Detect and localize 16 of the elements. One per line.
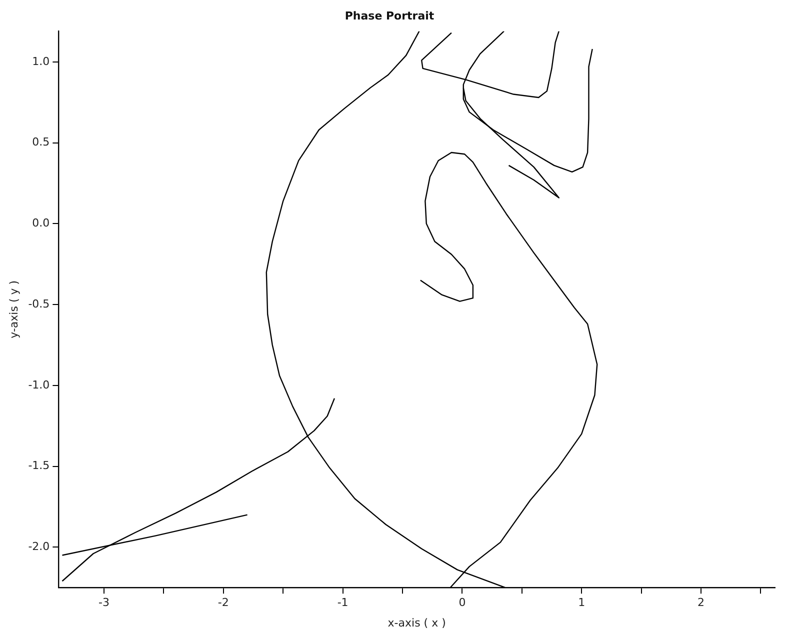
y-tick-label: -0.5 [28,297,50,310]
x-tick-label: 0 [458,596,466,610]
x-tick-label: -1 [337,596,348,610]
x-tick-label: 2 [697,596,704,610]
x-tick-label: -2 [218,596,229,610]
x-tick-label: 1 [578,596,586,610]
x-axis-title: x-axis ( x ) [388,616,446,630]
y-tick-label: -2.0 [28,540,50,554]
chart-title: Phase Portrait [344,9,434,22]
y-tick-label: 0.5 [32,136,50,149]
x-tick-label: -3 [98,596,110,610]
y-tick-label: 0.0 [32,216,50,230]
y-tick-label: 1.0 [32,54,50,68]
y-axis-title: y-axis ( y ) [7,280,20,338]
y-tick-label: -1.0 [28,378,50,392]
y-tick-label: -1.5 [28,459,50,472]
